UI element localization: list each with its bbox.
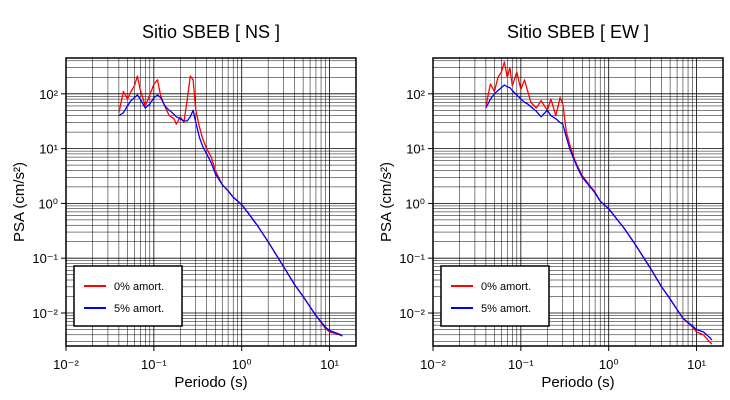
chart-title: Sitio SBEB [ EW ] bbox=[507, 22, 649, 42]
x-tick-label: 10⁰ bbox=[599, 357, 619, 372]
series-line-blue bbox=[118, 94, 343, 337]
y-tick-label: 10⁻¹ bbox=[399, 251, 425, 266]
y-tick-label: 10⁻² bbox=[32, 306, 58, 321]
legend-box bbox=[440, 265, 550, 327]
legend-label: 5% amort. bbox=[481, 303, 531, 315]
x-tick-label: 10¹ bbox=[687, 357, 706, 372]
y-tick-label: 10⁰ bbox=[38, 196, 58, 211]
chart-panel-1: Sitio SBEB [ NS ]10⁻² 10⁻¹ 10⁰ 10¹10⁻²10⁻¹1… bbox=[11, 22, 357, 391]
plot-frame bbox=[65, 57, 357, 347]
legend-box bbox=[73, 265, 183, 327]
y-tick-label: 10² bbox=[406, 87, 425, 102]
x-tick-label: 10⁻² bbox=[53, 357, 79, 372]
legend-label: 0% amort. bbox=[481, 281, 531, 293]
axis-ticks: 10⁻² 10⁻¹ 10⁰ 10¹ 10⁻² 10⁻¹ 10⁰ 10¹ 10² bbox=[32, 87, 339, 372]
chart-panel-2: Sitio SBEB [ EW ]10⁻² 10⁻¹ 10⁰ 10¹10⁻²10⁻¹1… bbox=[378, 22, 724, 391]
y-tick-label: 10⁻² bbox=[399, 306, 425, 321]
chart-title: Sitio SBEB [ NS ] bbox=[142, 22, 280, 42]
y-tick-label: 10² bbox=[39, 87, 58, 102]
series-line-blue bbox=[485, 84, 713, 341]
x-tick-label: 10¹ bbox=[320, 357, 339, 372]
x-tick-label: 10⁻¹ bbox=[508, 357, 534, 372]
x-tick-label: 10⁰ bbox=[232, 357, 252, 372]
legend: 0% amort. 5% amort. bbox=[440, 265, 550, 327]
y-tick-label: 10¹ bbox=[406, 142, 425, 157]
y-axis-label: PSA (cm/s²) bbox=[378, 162, 395, 242]
y-tick-label: 10¹ bbox=[39, 142, 58, 157]
y-tick-label: 10⁻¹ bbox=[32, 251, 58, 266]
x-tick-label: 10⁻¹ bbox=[141, 357, 167, 372]
grid bbox=[66, 58, 356, 346]
legend: 0% amort. 5% amort. bbox=[73, 265, 183, 327]
x-tick-label: 10⁻² bbox=[420, 357, 446, 372]
legend-label: 0% amort. bbox=[114, 281, 164, 293]
x-axis-label: Periodo (s) bbox=[541, 374, 614, 391]
legend-label: 5% amort. bbox=[114, 303, 164, 315]
plot-frame bbox=[432, 57, 724, 347]
y-axis-label: PSA (cm/s²) bbox=[11, 162, 28, 242]
axis-ticks: 10⁻² 10⁻¹ 10⁰ 10¹ 10⁻² 10⁻¹ 10⁰ 10¹ 10² bbox=[399, 87, 706, 372]
x-axis-label: Periodo (s) bbox=[174, 374, 247, 391]
y-tick-label: 10⁰ bbox=[405, 196, 425, 211]
